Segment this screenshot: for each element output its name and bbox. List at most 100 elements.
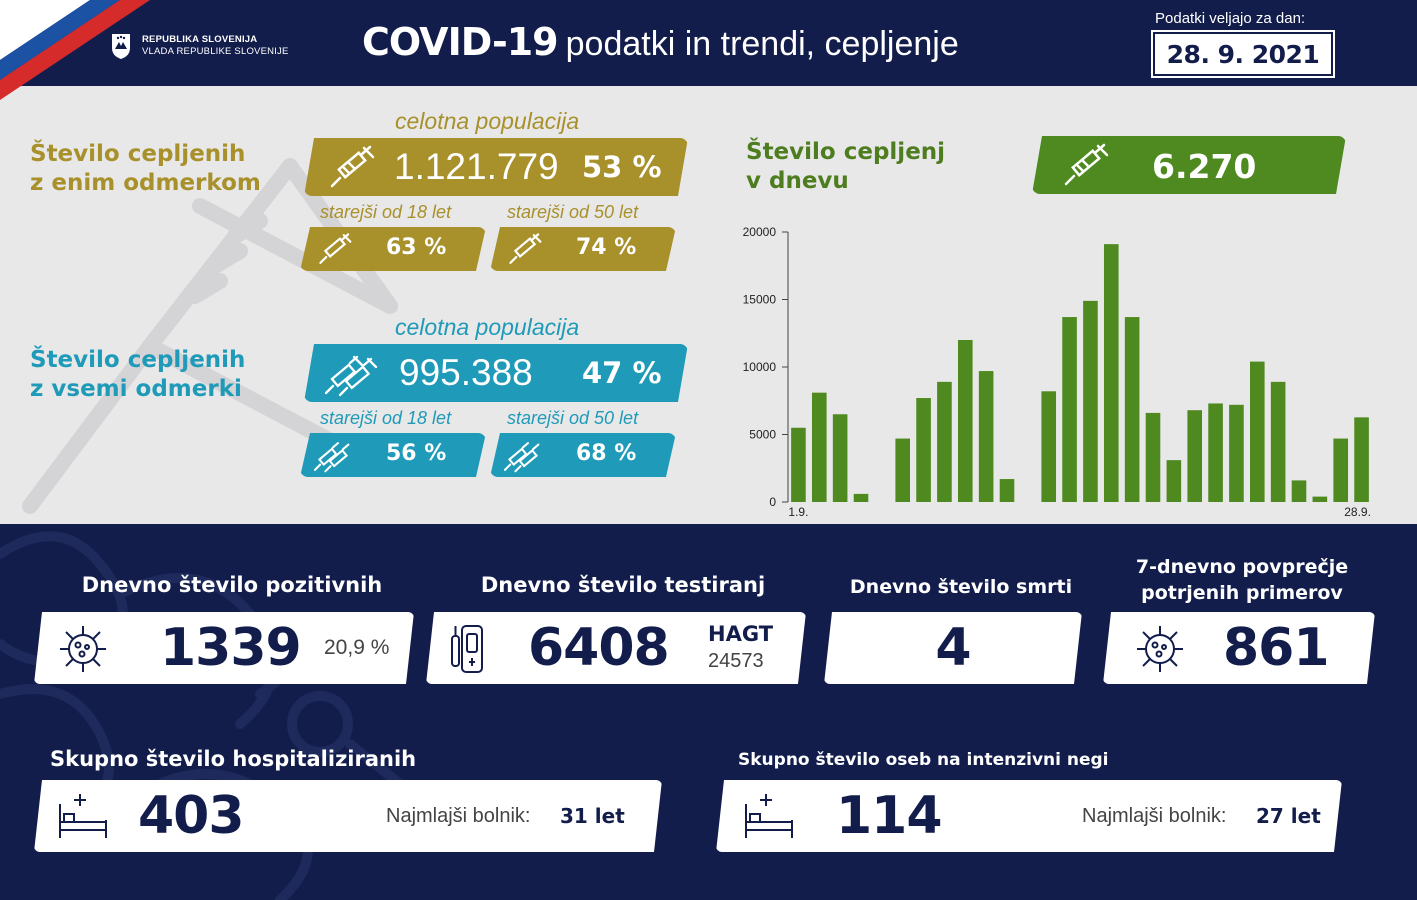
icu-youngest-label: Najmlajši bolnik: (1082, 805, 1227, 827)
positive-card: 1339 20,9 % (34, 612, 414, 684)
one-dose-age18-label: starejši od 18 let (320, 202, 452, 222)
x-tick-label-first: 1.9. (788, 505, 808, 519)
avg7-title: 7-dnevno povprečje potrjenih primerov (1102, 554, 1382, 606)
bar-9.9. (957, 340, 973, 502)
bar-16.9. (1103, 244, 1119, 502)
one-dose-age50-pill: 74 % (490, 227, 676, 271)
hospital-bed-icon (56, 790, 110, 842)
government-logo: REPUBLIKA SLOVENIJA VLADA REPUBLIKE SLOV… (110, 32, 289, 60)
bar-8.9. (937, 381, 952, 502)
positive-percent: 20,9 % (324, 636, 390, 659)
vaccination-panel: Število cepljenih z enim odmerkom celotn… (0, 86, 1417, 524)
all-doses-age50-percent: 68 % (576, 441, 637, 466)
coat-of-arms-icon (112, 34, 130, 59)
all-doses-label-line1: Število cepljenih (30, 347, 246, 373)
bar-25.9. (1291, 480, 1307, 502)
syringes-icon (502, 436, 548, 474)
header: REPUBLIKA SLOVENIJA VLADA REPUBLIKE SLOV… (0, 0, 1417, 100)
bar-22.9. (1229, 404, 1244, 502)
one-dose-label-line1: Število cepljenih (30, 141, 246, 167)
daily-vacc-label: Število cepljenj v dnevu (746, 138, 945, 196)
bar-7.9. (916, 398, 931, 502)
bar-14.9. (1062, 317, 1077, 502)
syringe-icon (326, 144, 378, 190)
bar-27.9. (1333, 438, 1349, 502)
tests-title: Dnevno število testiranj (480, 573, 766, 597)
tests-card: 6408 HAGT 24573 (426, 612, 806, 684)
all-doses-count: 995.388 (399, 352, 533, 393)
all-doses-age18-label: starejši od 18 let (320, 408, 452, 428)
title-sub: podatki in trendi, cepljenje (565, 25, 959, 63)
stats-panel: Dnevno število pozitivnih Dnevno število… (0, 524, 1417, 900)
gov-line1: REPUBLIKA SLOVENIJA (142, 34, 258, 45)
avg7-value: 861 (1223, 618, 1329, 678)
daily-vaccinations-chart: 0 5000 10000 15000 20000 1.9. 28.9. (743, 225, 1371, 519)
all-doses-age18-pill: 56 % (300, 433, 486, 477)
all-doses-percent: 47 % (582, 356, 662, 390)
bar-19.9. (1166, 460, 1182, 502)
syringe-icon (506, 231, 544, 267)
virus-icon (1133, 622, 1187, 676)
bar-13.9. (1041, 391, 1057, 502)
bar-10.9. (978, 371, 994, 502)
y-tick-label: 15000 (743, 293, 777, 307)
date-box: 28. 9. 2021 (1151, 30, 1335, 78)
daily-vacc-pill: 6.270 (1032, 136, 1346, 194)
bar-3.9. (832, 414, 848, 502)
avg7-title-line1: 7-dnevno povprečje (1135, 556, 1349, 578)
avg7-title-line2: potrjenih primerov (1141, 582, 1343, 604)
icu-card: 114 Najmlajši bolnik: 27 let (716, 780, 1342, 852)
bar-20.9. (1187, 410, 1203, 502)
one-dose-label: Število cepljenih z enim odmerkom (30, 140, 261, 198)
syringe-icon (316, 231, 354, 267)
one-dose-label-line2: z enim odmerkom (30, 170, 261, 196)
hospital-card: 403 Najmlajši bolnik: 31 let (34, 780, 662, 852)
one-dose-age50-percent: 74 % (576, 235, 637, 260)
one-dose-age18-pill: 63 % (300, 227, 486, 271)
bar-24.9. (1270, 381, 1286, 502)
icu-title: Skupno število oseb na intenzivni negi (738, 750, 1109, 770)
syringes-icon (322, 349, 384, 397)
deaths-card: 4 (824, 612, 1082, 684)
tests-value: 6408 (528, 618, 669, 678)
hospital-youngest-label: Najmlajši bolnik: (386, 805, 531, 827)
one-dose-total-pill: 1.121.779 53 % (304, 138, 688, 196)
one-dose-population-label: celotna populacija (395, 108, 580, 134)
bar-21.9. (1208, 403, 1223, 502)
all-doses-population-label: celotna populacija (395, 314, 580, 340)
deaths-title: Dnevno število smrti (849, 576, 1073, 598)
date-label: Podatki veljajo za dan: (1155, 10, 1306, 27)
hospital-value: 403 (138, 786, 244, 846)
x-tick-label-last: 28.9. (1344, 505, 1371, 519)
one-dose-percent: 53 % (582, 150, 662, 184)
one-dose-age50-label: starejši od 50 let (507, 202, 639, 222)
hospital-youngest-value: 31 let (560, 804, 625, 828)
all-doses-total-pill: 995.388 47 % (304, 344, 688, 402)
gov-line2: VLADA REPUBLIKE SLOVENIJE (142, 46, 289, 57)
bar-17.9. (1124, 317, 1140, 502)
y-tick-label: 10000 (743, 360, 777, 374)
all-doses-label: Število cepljenih z vsemi odmerki (30, 346, 245, 404)
slovenian-flag-decoration (0, 0, 150, 100)
bar-26.9. (1312, 496, 1328, 502)
virus-icon (56, 622, 110, 676)
hospital-title: Skupno število hospitaliziranih (50, 747, 417, 771)
bar-15.9. (1083, 300, 1098, 502)
rapid-test-icon (448, 620, 488, 676)
syringe-icon (1060, 142, 1112, 188)
page-title: COVID-19 podatki in trendi, cepljenje (362, 20, 959, 64)
all-doses-age50-pill: 68 % (490, 433, 676, 477)
one-dose-count: 1.121.779 (394, 146, 559, 187)
bar-11.9. (999, 479, 1015, 502)
avg7-card: 861 (1103, 612, 1375, 684)
positive-value: 1339 (160, 618, 301, 678)
hospital-bed-icon (742, 790, 796, 842)
y-tick-label: 20000 (743, 225, 777, 239)
one-dose-age18-percent: 63 % (386, 235, 447, 260)
bar-28.9. (1354, 417, 1369, 502)
y-tick-label: 5000 (749, 428, 776, 442)
bar-23.9. (1249, 361, 1265, 502)
deaths-value: 4 (935, 618, 971, 678)
daily-vacc-label-line2: v dnevu (746, 168, 849, 194)
positive-title: Dnevno število pozitivnih (81, 573, 383, 597)
